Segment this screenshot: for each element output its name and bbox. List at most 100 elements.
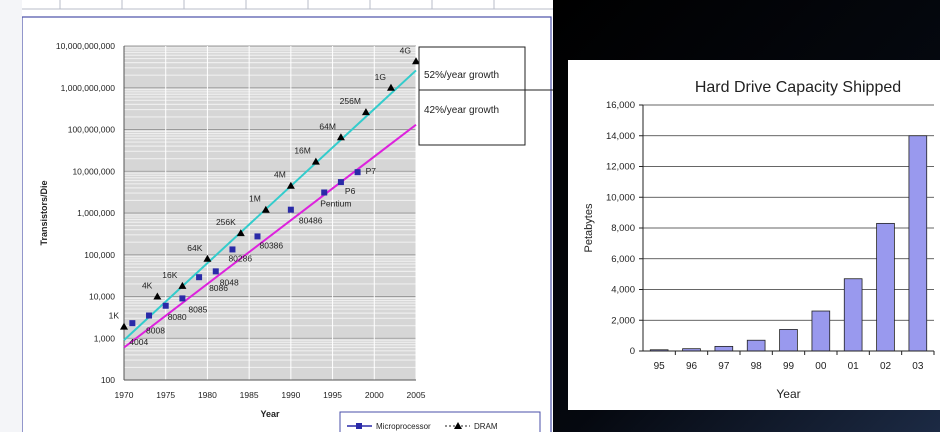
legend-marker-dram [454,422,462,429]
y-tick-label: 8,000 [611,223,635,234]
dram-label: 1K [109,311,120,321]
dram-point [361,108,370,116]
dram-label: 4K [142,281,153,291]
microprocessor-point [229,246,236,253]
microprocessor-point [162,302,169,309]
x-tick-label: 2005 [407,390,426,400]
x-tick-label: 99 [783,361,795,372]
microprocessor-label: 8048 [220,277,239,287]
dram-point [120,322,128,330]
microprocessor-point [196,274,203,281]
x-axis-title: Year [776,387,800,401]
microprocessor-label: Pentium [320,198,351,208]
capacity-bar [908,135,928,352]
trend-line [123,69,417,341]
y-tick-label: 2,000 [611,315,635,326]
dram-point [386,83,395,91]
x-tick-label: 2000 [365,390,384,400]
microprocessor-point [337,179,344,186]
x-tick-label: 01 [848,361,860,372]
x-tick-label: 97 [718,361,730,372]
dram-point [153,292,162,300]
dram-point [412,57,420,65]
microprocessor-growth-annotation: 42%/year growth [424,105,499,116]
dram-label: 64K [187,243,202,253]
microprocessor-point [287,206,294,213]
dram-label: 16M [294,146,311,156]
microprocessor-point [212,268,219,275]
microprocessor-point [321,189,328,196]
microprocessor-label: P7 [366,166,377,176]
dram-label: 1G [375,72,386,82]
x-tick-label: 03 [912,361,924,372]
capacity-bar [714,345,734,352]
capacity-bar [779,329,798,352]
y-axis-title: Petabytes [583,203,595,252]
x-tick-label: 98 [751,361,763,372]
x-tick-label: 1990 [281,390,300,400]
x-axis-title: Year [260,409,280,419]
microprocessor-point [254,233,261,240]
dram-point [311,157,320,165]
dram-label: 4G [400,45,411,55]
dram-label: 1M [249,194,261,204]
dram-label: 256K [216,217,236,227]
capacity-bar [811,310,831,352]
x-tick-label: 00 [815,361,827,372]
y-tick-label: 100 [101,375,115,385]
x-tick-label: 1970 [115,390,134,400]
x-tick-label: 95 [654,361,666,372]
microprocessor-label: 8080 [168,312,187,322]
y-tick-label: 14,000 [606,131,635,142]
dram-point [336,133,345,141]
growth-annotation-box [418,46,526,146]
dram-label: 16K [162,270,177,280]
legend-label-microprocessor: Microprocessor [376,422,431,431]
microprocessor-label: 80286 [228,253,252,263]
x-tick-label: 1995 [323,390,342,400]
y-tick-label: 6,000 [611,254,635,265]
microprocessor-point [129,320,136,327]
dram-label: 64M [319,121,336,131]
microprocessor-label: 80486 [299,216,323,226]
x-tick-label: 02 [880,361,892,372]
microprocessor-point [146,312,153,319]
legend-marker-microprocessor [356,423,362,429]
dram-point [178,281,187,289]
microprocessor-label: 8085 [188,304,207,314]
legend-label-dram: DRAM [474,422,498,431]
y-tick-label: 10,000 [606,192,635,203]
y-tick-label: 10,000,000,000 [56,41,115,51]
y-axis-title: Transistors/Die [39,180,49,245]
microprocessor-label: P6 [345,186,356,196]
y-tick-label: 0 [630,346,635,357]
trend-line [123,123,417,349]
microprocessor-label: 4004 [129,337,148,347]
transistor-chart: 100 1,000 10,000 100,000 1,000,000 10,000,000… [0,0,553,432]
y-tick-label: 12,000 [606,162,635,173]
microprocessor-label: 8008 [146,326,165,336]
capacity-bar [876,222,895,352]
dram-point [261,205,270,213]
y-tick-label: 100,000 [84,250,115,260]
microprocessor-point [354,169,361,176]
y-tick-label: 100,000,000 [68,125,116,135]
chart-title: Hard Drive Capacity Shipped [695,79,901,96]
dram-growth-annotation: 52%/year growth [424,70,499,81]
legend-box [339,411,541,432]
y-tick-label: 1,000 [94,333,116,343]
dram-label: 256M [340,96,361,106]
y-tick-label: 1,000,000 [77,208,115,218]
dram-point [236,229,245,237]
capacity-bar [746,339,766,352]
capacity-bar [843,278,863,352]
x-tick-label: 1980 [198,390,217,400]
y-tick-label: 10,000 [89,292,115,302]
hard-drive-chart: 0 2,000 4,000 6,000 8,000 10,000 12,000 14,000 1… [568,60,940,410]
microprocessor-point [179,295,186,302]
dram-point [203,254,212,262]
dram-label: 4M [274,170,286,180]
y-tick-label: 1,000,000,000 [61,83,116,93]
y-tick-label: 4,000 [611,285,635,296]
sheet-margin [0,0,22,432]
